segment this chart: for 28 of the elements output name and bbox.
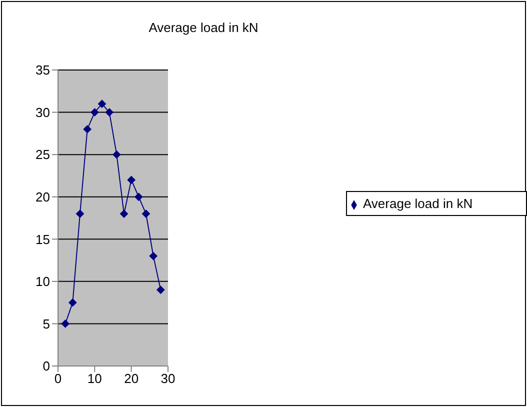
y-tick-label: 10 bbox=[36, 274, 50, 290]
point bbox=[156, 286, 165, 294]
x-tick-label: 10 bbox=[87, 371, 102, 386]
y-tick-label: 30 bbox=[36, 104, 50, 120]
y-tick-label: 25 bbox=[36, 147, 50, 162]
y-tick-label: 15 bbox=[36, 232, 50, 247]
point bbox=[90, 108, 99, 116]
point bbox=[120, 210, 128, 218]
x-tick-label: 0 bbox=[54, 371, 62, 386]
y-tick-label: 5 bbox=[42, 316, 50, 332]
point bbox=[76, 210, 84, 218]
point bbox=[61, 320, 70, 328]
y-tick-label: 20 bbox=[36, 189, 50, 204]
point bbox=[149, 252, 158, 260]
point bbox=[98, 100, 106, 108]
point bbox=[68, 298, 77, 307]
y-tick-label: 0 bbox=[42, 358, 50, 374]
legend-label: Average load in kN bbox=[363, 196, 473, 211]
x-tick-label: 30 bbox=[160, 371, 176, 386]
point bbox=[134, 192, 143, 201]
point bbox=[142, 210, 150, 218]
point bbox=[127, 176, 136, 184]
point bbox=[112, 150, 121, 159]
point bbox=[83, 125, 92, 134]
x-tick-label: 20 bbox=[124, 371, 139, 386]
text: Average load in kN bbox=[148, 20, 260, 35]
point bbox=[105, 108, 114, 116]
y-tick-label: 35 bbox=[36, 62, 50, 78]
